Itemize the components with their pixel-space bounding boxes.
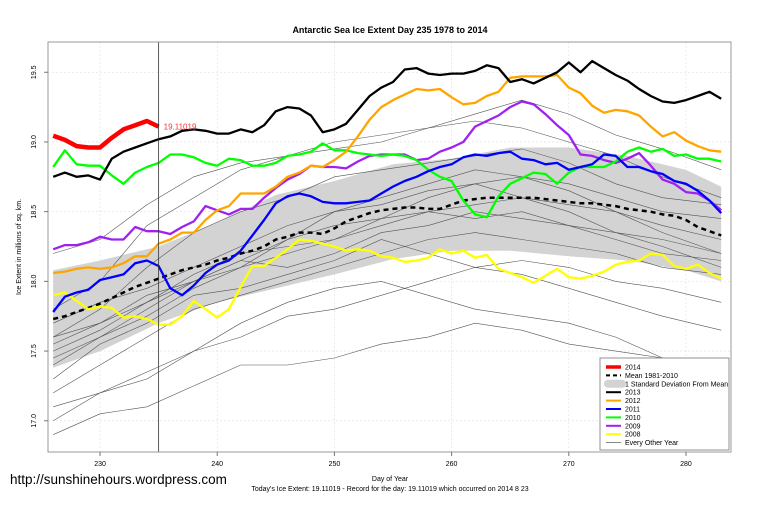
y-tick-label: 17.0 xyxy=(31,414,38,428)
plot-frame xyxy=(47,41,732,453)
y-axis-label: Ice Extent in millions of sq. km. xyxy=(16,199,23,295)
legend-item: 2014 xyxy=(606,365,641,372)
series-2010-line xyxy=(52,142,722,219)
legend-label: 2010 xyxy=(625,415,641,422)
x-axis: 230 240 250 260 270 280 xyxy=(94,452,692,468)
other-years-layer xyxy=(53,99,722,435)
x-tick-label: 250 xyxy=(329,461,341,468)
other-year-line xyxy=(53,99,722,310)
legend-label: 2012 xyxy=(625,398,641,405)
y-axis: 17.0 17.5 18.0 18.5 19.0 19.5 xyxy=(31,65,48,428)
x-tick-label: 240 xyxy=(211,461,223,468)
legend-label: 2009 xyxy=(625,423,641,430)
other-year-line xyxy=(53,239,722,380)
series-2011-line xyxy=(52,150,723,313)
x-tick-label: 260 xyxy=(446,461,458,468)
y-tick-label: 19.0 xyxy=(31,135,38,149)
other-year-line xyxy=(53,211,722,338)
y-tick-label: 17.5 xyxy=(31,344,38,358)
legend-item: 1 Standard Deviation From Mean xyxy=(604,379,728,388)
legend-item: 2009 xyxy=(606,423,641,430)
legend-item: 2010 xyxy=(606,415,641,422)
other-year-line xyxy=(53,232,722,394)
legend-swatch-band xyxy=(604,379,626,388)
other-year-line xyxy=(53,211,722,352)
other-year-line xyxy=(53,322,722,435)
legend-item: Mean 1981-2010 xyxy=(606,373,678,380)
legend-label: 2014 xyxy=(625,365,641,372)
y-tick-label: 19.5 xyxy=(31,65,38,79)
watermark-url: http://sunshinehours.wordpress.com xyxy=(10,472,227,487)
y-tick-label: 18.0 xyxy=(31,274,38,288)
legend-item: 2013 xyxy=(606,390,641,397)
other-year-line xyxy=(53,183,722,324)
other-year-line xyxy=(53,281,722,408)
legend-item: 2008 xyxy=(606,432,641,439)
legend-label: Every Other Year xyxy=(625,440,679,447)
series-2013-line xyxy=(52,59,722,181)
legend-label: 1 Standard Deviation From Mean xyxy=(625,381,728,388)
other-year-line xyxy=(53,197,722,345)
series-2014-line xyxy=(52,118,160,150)
subtitle: Today's Ice Extent: 19.11019 - Record fo… xyxy=(251,486,528,493)
legend-box xyxy=(599,357,730,451)
series-2008-line xyxy=(52,238,722,326)
other-year-line xyxy=(53,148,722,338)
chart-title: Antarctic Sea Ice Extent Day 235 1978 to… xyxy=(292,25,487,35)
legend-item: 2011 xyxy=(606,407,640,414)
legend-item: Every Other Year xyxy=(606,440,679,447)
legend-label: 2013 xyxy=(625,390,641,397)
other-year-line xyxy=(53,260,722,422)
legend-item: 2012 xyxy=(606,398,641,405)
legend-label: Mean 1981-2010 xyxy=(625,373,678,380)
x-axis-label: Day of Year xyxy=(372,476,409,483)
x-tick-label: 230 xyxy=(94,461,106,468)
series-2012-line xyxy=(53,73,722,275)
legend-label: 2008 xyxy=(625,432,641,439)
x-tick-label: 270 xyxy=(563,461,575,468)
x-tick-label: 280 xyxy=(680,461,692,468)
y-tick-label: 18.5 xyxy=(31,205,38,219)
current-value-label: 19.11019 xyxy=(164,123,197,132)
main-series-layer xyxy=(52,59,723,326)
other-year-line xyxy=(53,120,722,254)
legend-label: 2011 xyxy=(625,407,640,414)
